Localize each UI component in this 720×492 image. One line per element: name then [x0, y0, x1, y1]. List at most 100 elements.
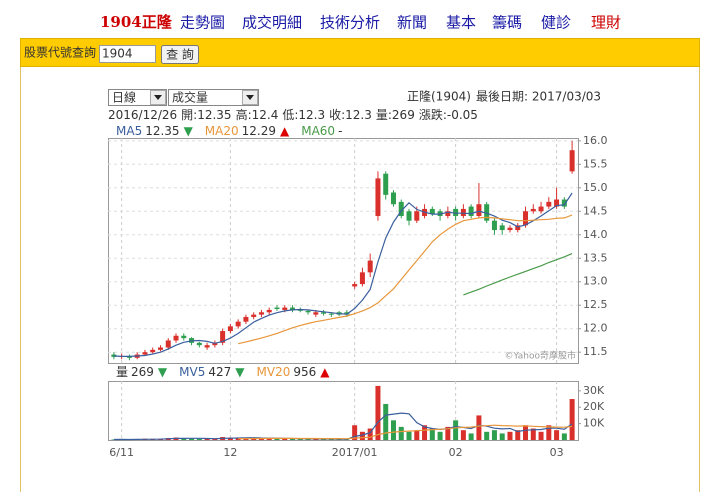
volume-bar: [189, 438, 195, 440]
nav-item[interactable]: 理財: [591, 14, 621, 32]
volume-bar: [282, 438, 288, 440]
candle-body: [258, 312, 264, 315]
series-line: [238, 424, 573, 440]
volume-bar: [569, 399, 575, 440]
y-tick-label: 14.0: [583, 228, 608, 241]
search-input[interactable]: [99, 45, 156, 63]
candle-body: [142, 352, 148, 355]
nav-item[interactable]: 新聞: [397, 14, 427, 32]
search-button[interactable]: [161, 45, 199, 64]
nav-item[interactable]: 走勢圖: [180, 14, 225, 32]
legend-name: 量: [116, 365, 128, 379]
volume-bar: [297, 438, 303, 440]
candle-body: [321, 312, 327, 314]
top-nav: 1904正隆 走勢圖 成交明細 技術分析 新聞 基本 籌碼 健診 理財: [100, 13, 621, 32]
candle-body: [445, 211, 451, 216]
legend-arrow: ▼: [235, 365, 245, 379]
candle-body: [282, 307, 288, 310]
candle-body: [453, 208, 459, 216]
candle-body: [243, 316, 249, 322]
select-arrow: [154, 95, 162, 100]
x-tick-label: 03: [550, 446, 564, 459]
y-tick-label: 13.5: [583, 251, 608, 264]
volume-panel: [108, 381, 579, 441]
candle-body: [484, 204, 490, 221]
volume-bar: [499, 433, 505, 440]
info-field: 開:12.35: [181, 108, 231, 122]
volume-bar: [523, 425, 529, 440]
volume-bar: [390, 420, 396, 440]
volume-bar: [538, 431, 544, 440]
candle-body: [274, 307, 280, 309]
legend-name: MA5: [116, 124, 142, 138]
volume-bar: [383, 403, 389, 440]
volume-bar: [398, 426, 404, 440]
candle-body: [359, 272, 365, 285]
candle-body: [111, 354, 117, 357]
candle-body: [165, 340, 171, 348]
volume-bar: [554, 430, 560, 440]
info-field: 低:12.3: [282, 108, 325, 122]
y-tick-label: 10K: [583, 417, 605, 430]
candle-body: [204, 345, 210, 348]
candle-body: [429, 208, 435, 214]
y-tick-label: 12.0: [583, 322, 608, 335]
y-tick-label: 11.5: [583, 345, 608, 358]
candle-body: [414, 211, 420, 221]
y-tick-label: 30K: [583, 384, 605, 397]
legend-arrow: ▼: [158, 365, 168, 379]
volume-bar: [453, 420, 459, 440]
x-tick-label: 12: [223, 446, 237, 459]
nav-item[interactable]: 健診: [541, 14, 571, 32]
y-tick-label: 15.0: [583, 181, 608, 194]
nav-item[interactable]: 技術分析: [320, 14, 380, 32]
indicator-select-text: 成交量: [172, 90, 208, 105]
candle-body: [220, 331, 226, 343]
nav-item[interactable]: 籌碼: [492, 14, 522, 32]
volume-bar: [258, 438, 264, 440]
volume-bar: [235, 437, 241, 440]
volume-bar: [367, 428, 373, 440]
legend-value: 12.35: [145, 124, 179, 138]
indicator-select[interactable]: [168, 89, 259, 106]
x-tick-label: 6/11: [109, 446, 134, 459]
legend-value: 12.29: [242, 124, 276, 138]
search-button-text: 查 詢: [166, 47, 194, 62]
legend-value: 956: [293, 365, 316, 379]
period-select-text: 日線: [112, 90, 136, 105]
candle-body: [569, 150, 575, 172]
candle-body: [476, 204, 482, 216]
nav-item[interactable]: 基本: [446, 14, 476, 32]
candle-body: [523, 211, 529, 226]
info-line: 2016/12/26 開:12.35 高:12.4 低:12.3 收:12.3 量:269…: [108, 107, 478, 122]
volume-bar: [266, 438, 272, 440]
candle-body: [196, 342, 202, 346]
stock-name: 正隆(1904): [407, 89, 471, 104]
candle-body: [266, 309, 272, 313]
volume-bar: [181, 438, 187, 440]
y-tick-label: 14.5: [583, 204, 608, 217]
y-tick-label: 20K: [583, 400, 605, 413]
x-tick-label: 02: [449, 446, 463, 459]
info-field: 2016/12/26: [108, 108, 177, 122]
legend-value: 427: [208, 365, 231, 379]
candle-body: [546, 201, 552, 207]
volume-bar: [359, 431, 365, 440]
candle-body: [530, 208, 536, 212]
info-field: 收:12.3: [329, 108, 372, 122]
volume-bar: [530, 428, 536, 440]
candle-body: [390, 192, 396, 205]
legend-name: MA60: [301, 124, 335, 138]
candle-body: [398, 201, 404, 216]
nav-item[interactable]: 成交明細: [242, 14, 302, 32]
candle-body: [181, 335, 187, 339]
volume-bar: [414, 430, 420, 440]
candle-body: [212, 342, 218, 346]
volume-bar: [204, 439, 210, 440]
candle-body: [468, 206, 474, 216]
ma-legend: MA5 12.35 ▼ MA20 12.29 ▲ MA60-: [116, 124, 342, 138]
y-tick-label: 15.5: [583, 157, 608, 170]
volume-bar: [305, 439, 311, 440]
nav-item[interactable]: 1904正隆: [100, 13, 173, 31]
